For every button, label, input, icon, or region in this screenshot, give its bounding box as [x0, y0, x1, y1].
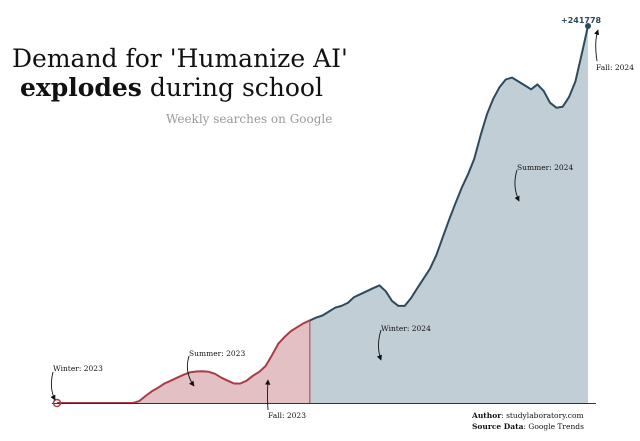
annotation-arrow-3	[376, 329, 382, 361]
chart-title: Demand for 'Humanize AI' explodes during…	[12, 44, 348, 102]
annotation-summer-2023: Summer: 2023	[189, 349, 246, 358]
area-segment-0	[57, 320, 310, 403]
peak-marker	[585, 23, 591, 29]
annotation-arrow-2	[265, 379, 271, 411]
annotation-summer-2024: Summer: 2024	[517, 163, 574, 172]
annotation-fall-2023: Fall: 2023	[268, 411, 306, 420]
annotation-arrow-5	[593, 29, 600, 62]
annotation-arrow-1	[186, 355, 195, 387]
annotation-winter-2023: Winter: 2023	[53, 364, 103, 373]
footer: Author: studylaboratory.com Source Data:…	[472, 410, 584, 432]
author-credit: Author: studylaboratory.com	[472, 411, 584, 420]
annotation-arrow-4	[514, 169, 520, 202]
start-marker	[52, 398, 62, 408]
peak-value-label: +241778	[561, 16, 602, 25]
annotation-fall-2024: Fall: 2024	[596, 63, 634, 72]
series-line-1	[309, 25, 589, 322]
source-credit: Source Data: Google Trends	[472, 422, 584, 431]
annotation-winter-2024: Winter: 2024	[381, 324, 431, 333]
area-segment-1	[309, 26, 588, 403]
chart-subtitle: Weekly searches on Google	[166, 112, 333, 126]
annotation-arrow-0	[50, 371, 56, 401]
